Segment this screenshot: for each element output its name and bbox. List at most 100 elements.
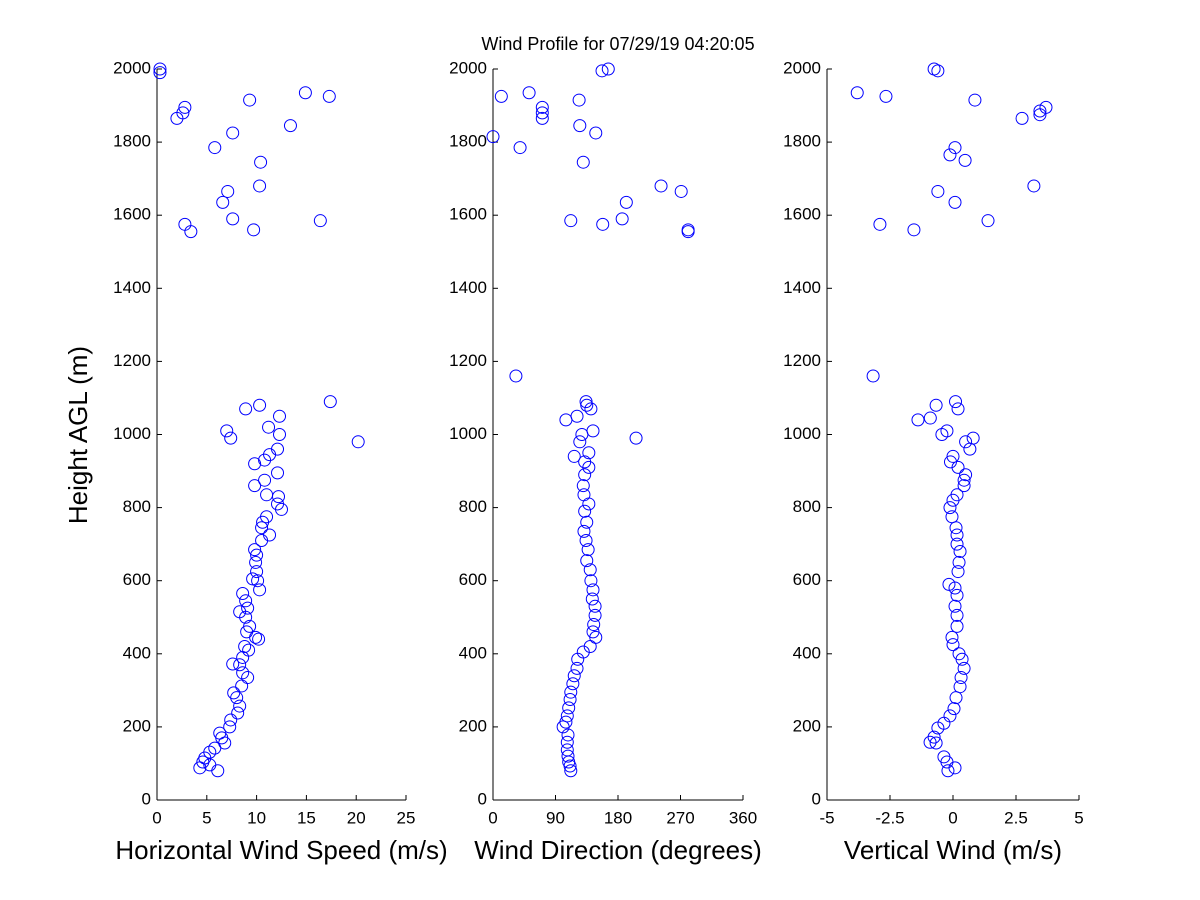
data-point — [954, 671, 968, 685]
y-tick-label: 600 — [793, 570, 821, 589]
data-point — [224, 713, 238, 727]
data-point — [981, 214, 995, 228]
data-point — [253, 179, 267, 193]
data-point — [587, 618, 601, 632]
data-point — [564, 685, 578, 699]
data-point — [907, 223, 921, 237]
data-point — [945, 630, 959, 644]
data-point — [249, 555, 263, 569]
data-point — [262, 420, 276, 434]
x-tick-label: 0 — [488, 808, 497, 827]
data-point — [577, 524, 591, 538]
x-tick-label: 180 — [604, 808, 632, 827]
data-point — [629, 431, 643, 445]
data-point — [236, 586, 250, 600]
data-point — [571, 652, 585, 666]
x-tick-label: 10 — [247, 808, 266, 827]
data-point — [582, 497, 596, 511]
data-point — [619, 195, 633, 209]
data-point — [298, 86, 312, 100]
data-point — [566, 677, 580, 691]
data-point — [258, 453, 272, 467]
data-point — [564, 764, 578, 778]
data-point — [250, 565, 264, 579]
data-point — [615, 212, 629, 226]
data-point — [959, 468, 973, 482]
data-point — [250, 548, 264, 562]
data-point — [239, 402, 253, 416]
data-point — [1027, 179, 1041, 193]
data-point — [923, 411, 937, 425]
data-point — [949, 521, 963, 535]
data-point — [950, 537, 964, 551]
data-point — [226, 126, 240, 140]
data-point — [249, 630, 263, 644]
data-point — [1015, 111, 1029, 125]
data-point — [579, 533, 593, 547]
data-point — [509, 369, 523, 383]
data-point — [221, 184, 235, 198]
data-point — [580, 515, 594, 529]
data-point — [258, 473, 272, 487]
data-point — [584, 574, 598, 588]
data-point — [226, 212, 240, 226]
data-point — [948, 195, 962, 209]
data-point — [911, 413, 925, 427]
data-point — [271, 466, 285, 480]
data-point — [950, 608, 964, 622]
data-point — [941, 764, 955, 778]
data-point — [236, 650, 250, 664]
data-point — [948, 141, 962, 155]
y-tick-label: 600 — [123, 570, 151, 589]
data-point — [947, 702, 961, 716]
data-point — [959, 435, 973, 449]
data-point — [208, 741, 222, 755]
data-point — [223, 720, 237, 734]
data-point — [251, 574, 265, 588]
data-point — [153, 66, 167, 80]
data-point — [236, 666, 250, 680]
y-tick-label: 1200 — [783, 351, 821, 370]
y-tick-label: 2000 — [113, 58, 151, 77]
y-tick-label: 800 — [459, 497, 487, 516]
data-point — [567, 669, 581, 683]
y-tick-label: 1200 — [449, 351, 487, 370]
data-point — [556, 720, 570, 734]
x-axis-label: Wind Direction (degrees) — [474, 835, 762, 865]
y-tick-label: 200 — [459, 716, 487, 735]
data-point — [953, 544, 967, 558]
data-point — [239, 610, 253, 624]
data-point — [584, 402, 598, 416]
data-point — [573, 435, 587, 449]
y-tick-label: 1800 — [113, 132, 151, 151]
y-tick-label: 400 — [123, 643, 151, 662]
data-point — [535, 106, 549, 120]
data-point — [850, 86, 864, 100]
data-point — [674, 184, 688, 198]
x-tick-label: 270 — [666, 808, 694, 827]
data-point — [247, 223, 261, 237]
data-point — [576, 479, 590, 493]
data-point — [935, 428, 949, 441]
y-tick-label: 1800 — [449, 132, 487, 151]
y-tick-label: 1200 — [113, 351, 151, 370]
data-point — [570, 661, 584, 675]
data-point — [946, 638, 960, 652]
data-point — [561, 749, 575, 763]
data-point — [948, 581, 962, 595]
data-point — [929, 736, 943, 750]
data-point — [654, 179, 668, 193]
data-point — [323, 395, 337, 409]
data-point — [578, 504, 592, 518]
data-point — [567, 449, 581, 463]
data-point — [948, 761, 962, 775]
data-point — [596, 217, 610, 231]
data-point — [272, 490, 286, 504]
data-point — [576, 155, 590, 169]
data-point — [943, 148, 957, 162]
data-point — [273, 409, 287, 423]
data-point — [573, 119, 587, 133]
data-point — [588, 608, 602, 622]
x-tick-label: 360 — [729, 808, 757, 827]
